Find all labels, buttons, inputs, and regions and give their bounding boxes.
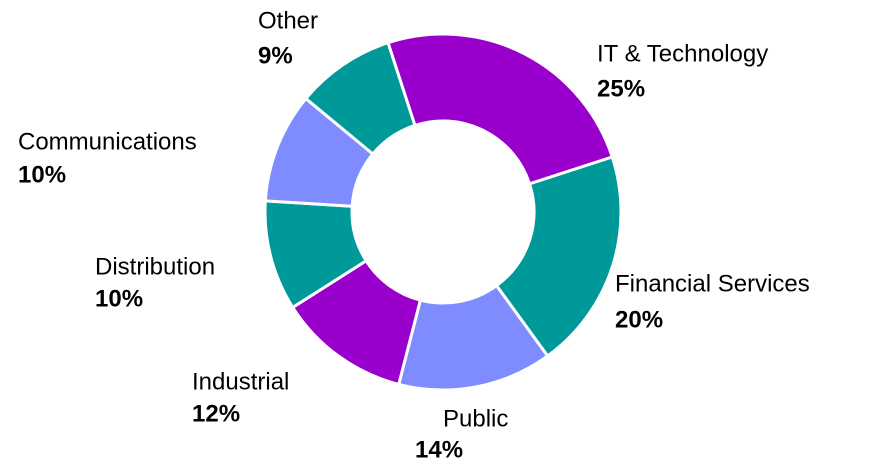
slice-value-label: 9% [258, 42, 293, 69]
slice-label: Public [443, 405, 508, 432]
slice-label: Financial Services [615, 270, 810, 297]
slice-label: Distribution [95, 253, 215, 280]
donut-slice [494, 155, 623, 359]
slice-label: Industrial [192, 368, 289, 395]
slice-value-label: 10% [95, 285, 143, 312]
slice-value-label: 25% [597, 75, 645, 102]
slice-value-label: 20% [615, 306, 663, 333]
slice-value-label: 10% [18, 161, 66, 188]
slice-value-label: 14% [415, 436, 463, 463]
slice-label: Communications [18, 128, 197, 155]
donut-slice [303, 40, 417, 157]
donut-slice [386, 32, 615, 186]
slice-label: IT & Technology [597, 40, 768, 67]
slice-value-label: 12% [192, 400, 240, 427]
slice-label: Other [258, 7, 318, 34]
